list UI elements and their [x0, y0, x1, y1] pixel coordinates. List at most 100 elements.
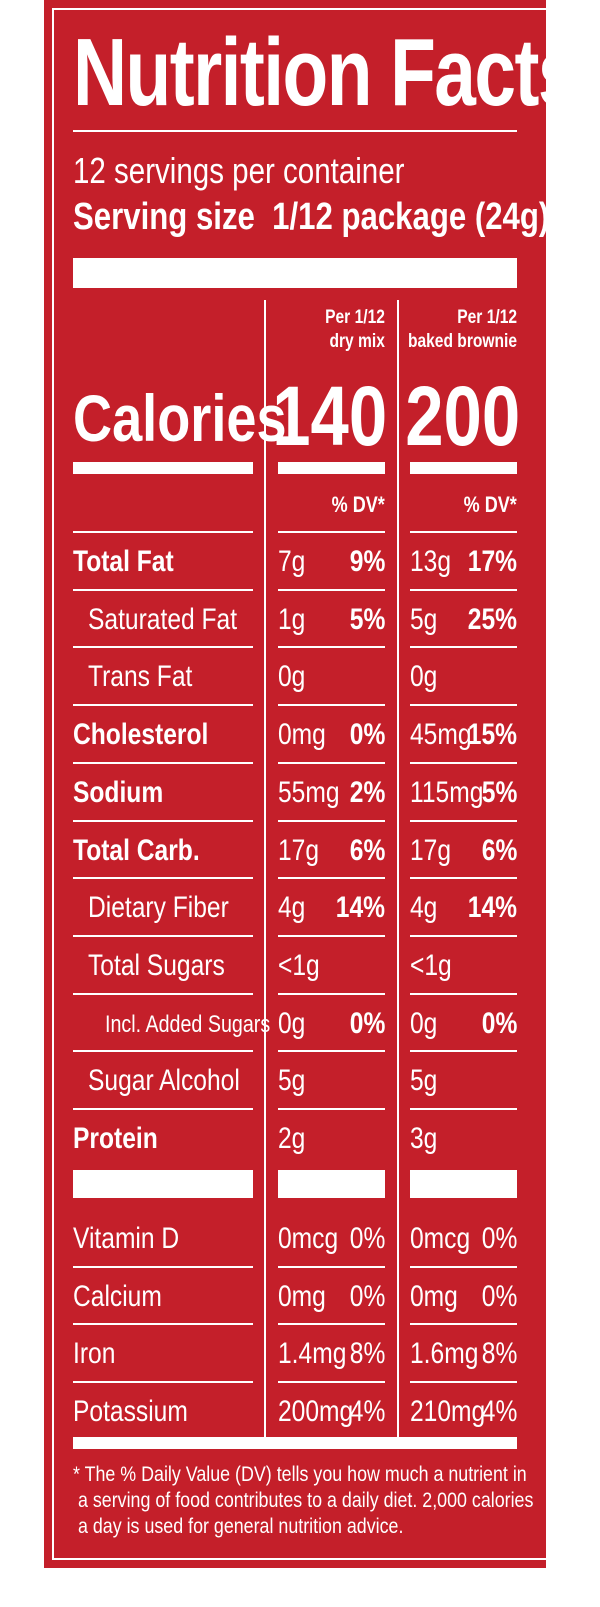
row-divider — [278, 531, 385, 533]
amount-dry-mix: 2g — [278, 1122, 311, 1156]
amount-baked: 5g — [410, 603, 443, 637]
serving-size-value: 1/12 package (24g) — [272, 196, 550, 238]
amount-baked: 4g — [410, 891, 443, 925]
row-divider — [73, 877, 253, 880]
row-divider — [73, 1265, 253, 1268]
dv-text: 5% — [349, 602, 385, 636]
row-divider — [73, 934, 253, 937]
column-header-dry-mix: Per 1/12 dry mix — [312, 306, 385, 354]
row-divider — [278, 761, 385, 764]
row-divider — [73, 1381, 253, 1384]
amount-dry-mix: 7g — [278, 545, 311, 579]
row-divider — [278, 588, 385, 591]
row-divider — [410, 1265, 517, 1268]
nutrient-name: Saturated Fat — [88, 603, 270, 637]
nutrient-name: Protein — [73, 1122, 176, 1156]
nutrient-name: Total Sugars — [88, 949, 255, 983]
nutrient-name: Vitamin D — [73, 1222, 203, 1256]
dv-text: 0% — [349, 1279, 385, 1313]
nutrient-row: Vitamin D 0mcg 0% 0mcg 0% — [0, 1210, 600, 1268]
amount-dry-mix: 1.4mg — [278, 1337, 361, 1371]
amount-text: 0g — [410, 660, 438, 694]
dv-dry-mix: 4% — [342, 1395, 385, 1429]
amount-text: 210mg — [410, 1395, 486, 1429]
dv-baked: 4% — [474, 1395, 517, 1429]
divider — [73, 130, 517, 132]
dv-text: 14% — [467, 891, 517, 925]
nutrient-row: Total Sugars <1g <1g — [0, 937, 600, 995]
thick-divider — [410, 1170, 517, 1198]
row-divider — [410, 704, 517, 707]
dv-text: 15% — [467, 718, 517, 752]
thick-divider — [73, 1437, 517, 1449]
row-divider — [278, 1108, 385, 1110]
dv-text: 25% — [467, 602, 517, 636]
amount-text: 0g — [410, 1006, 438, 1040]
amount-text: 5g — [410, 602, 438, 636]
amount-text: 45mg — [410, 718, 472, 752]
calories-baked: 200 — [380, 368, 520, 465]
amount-dry-mix: <1g — [278, 949, 329, 983]
footnote-line: a serving of food contributes to a daily… — [77, 1489, 534, 1512]
row-divider — [410, 934, 517, 937]
nutrient-row: Incl. Added Sugars 0g 0% 0g 0% — [0, 995, 600, 1053]
dv-text: 0% — [349, 1222, 385, 1255]
amount-text: 5g — [278, 1064, 306, 1098]
nutrient-row: Iron 1.4mg 8% 1.6mg 8% — [0, 1325, 600, 1383]
nutrient-name-text: Cholesterol — [73, 718, 209, 752]
amount-text: 7g — [278, 545, 306, 578]
amount-text: 200mg — [278, 1395, 354, 1429]
amount-text: 0mcg — [278, 1222, 339, 1255]
amount-dry-mix: 0mcg — [278, 1222, 351, 1256]
amount-baked: 0g — [410, 660, 443, 694]
amount-dry-mix: 200mg — [278, 1395, 370, 1429]
amount-text: 5g — [410, 1064, 438, 1098]
amount-baked: 5g — [410, 1064, 443, 1098]
amount-dry-mix: 4g — [278, 891, 311, 925]
amount-text: 0mg — [278, 1279, 326, 1313]
dv-dry-mix: 5% — [342, 603, 385, 637]
amount-text: <1g — [410, 948, 452, 982]
dv-baked: 6% — [474, 834, 517, 868]
amount-baked: <1g — [410, 949, 461, 983]
nutrient-row: Trans Fat 0g 0g — [0, 648, 600, 706]
title-text: Nutrition Facts — [73, 19, 579, 126]
nutrient-name-text: Incl. Added Sugars — [105, 1010, 271, 1038]
row-divider — [278, 1265, 385, 1268]
dv-text: 6% — [481, 833, 517, 867]
footnote-line: a day is used for general nutrition advi… — [77, 1515, 404, 1538]
row-divider — [278, 646, 385, 649]
amount-dry-mix: 1g — [278, 603, 311, 637]
nutrient-row: Total Carb. 17g 6% 17g 6% — [0, 822, 600, 880]
nutrient-name-text: Sugar Alcohol — [88, 1064, 240, 1098]
calories-bar — [410, 462, 517, 474]
dv-text: 4% — [349, 1395, 385, 1429]
amount-dry-mix: 0mg — [278, 1280, 336, 1314]
label-border — [52, 8, 548, 1560]
dv-text: 8% — [481, 1337, 517, 1371]
row-divider — [410, 992, 517, 995]
col-line1: Per 1/12 — [457, 307, 517, 328]
row-divider — [410, 588, 517, 591]
nutrient-name-text: Potassium — [73, 1395, 188, 1429]
amount-baked: 210mg — [410, 1395, 502, 1429]
amount-text: 17g — [410, 833, 452, 867]
amount-baked: 3g — [410, 1122, 443, 1156]
amount-text: 1.4mg — [278, 1337, 347, 1371]
amount-text: 0g — [278, 1006, 306, 1040]
amount-text: 115mg — [410, 775, 484, 809]
col-line2: baked brownie — [407, 331, 517, 352]
amount-text: 4g — [410, 891, 438, 925]
dv-text: 8% — [349, 1337, 385, 1371]
calories-value: 140 — [272, 369, 387, 463]
row-divider — [278, 992, 385, 995]
row-divider — [278, 877, 385, 880]
amount-text: 0mg — [410, 1279, 458, 1313]
nutrient-row: Saturated Fat 1g 5% 5g 25% — [0, 591, 600, 649]
amount-baked: 0g — [410, 1007, 443, 1041]
dv-text: 17% — [467, 545, 517, 578]
row-divider — [410, 877, 517, 880]
row-divider — [73, 646, 253, 649]
amount-baked: 45mg — [410, 718, 485, 752]
calories-dry-mix: 140 — [247, 368, 387, 465]
